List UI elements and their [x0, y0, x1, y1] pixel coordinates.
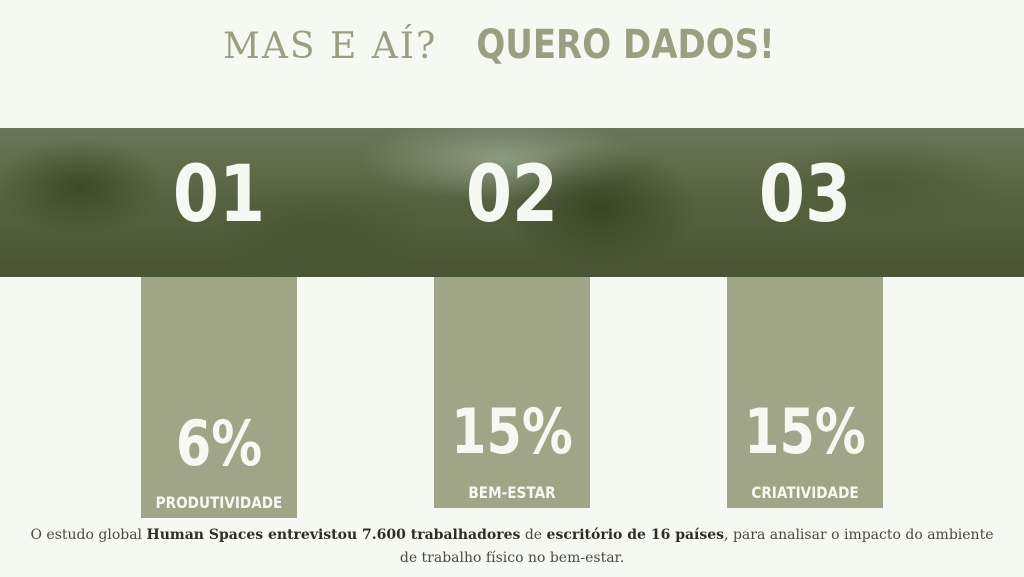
item-number-1: 01 [172, 150, 266, 240]
footer-text-1: O estudo global [30, 527, 147, 543]
footer-bold-2: escritório de 16 países [546, 527, 725, 543]
stat-value: 15% [744, 395, 866, 468]
forest-photo-band [0, 128, 1024, 277]
stat-value: 6% [175, 407, 263, 480]
item-number-2: 02 [465, 150, 559, 240]
slide-title: MAS E AÍ? QUERO DADOS! [0, 22, 1024, 68]
stat-label: CRIATIVIDADE [751, 483, 859, 502]
footer-text-3: , para analisar o impacto do ambiente de… [399, 527, 994, 566]
title-light: MAS E AÍ? [223, 26, 438, 67]
footer-bold-1: Human Spaces entrevistou 7.600 trabalhad… [146, 527, 521, 543]
stat-card-bem-estar: 15% BEM-ESTAR [434, 277, 590, 508]
stat-card-criatividade: 15% CRIATIVIDADE [727, 277, 883, 508]
stat-label: PRODUTIVIDADE [155, 493, 283, 512]
footer-text-2: de [520, 527, 547, 543]
item-number-3: 03 [758, 150, 852, 240]
stat-value: 15% [451, 395, 573, 468]
stat-label: BEM-ESTAR [468, 483, 556, 502]
stat-card-produtividade: 6% PRODUTIVIDADE [141, 277, 297, 518]
title-bold: QUERO DADOS! [476, 22, 775, 68]
footer-text: O estudo global Human Spaces entrevistou… [30, 524, 994, 570]
